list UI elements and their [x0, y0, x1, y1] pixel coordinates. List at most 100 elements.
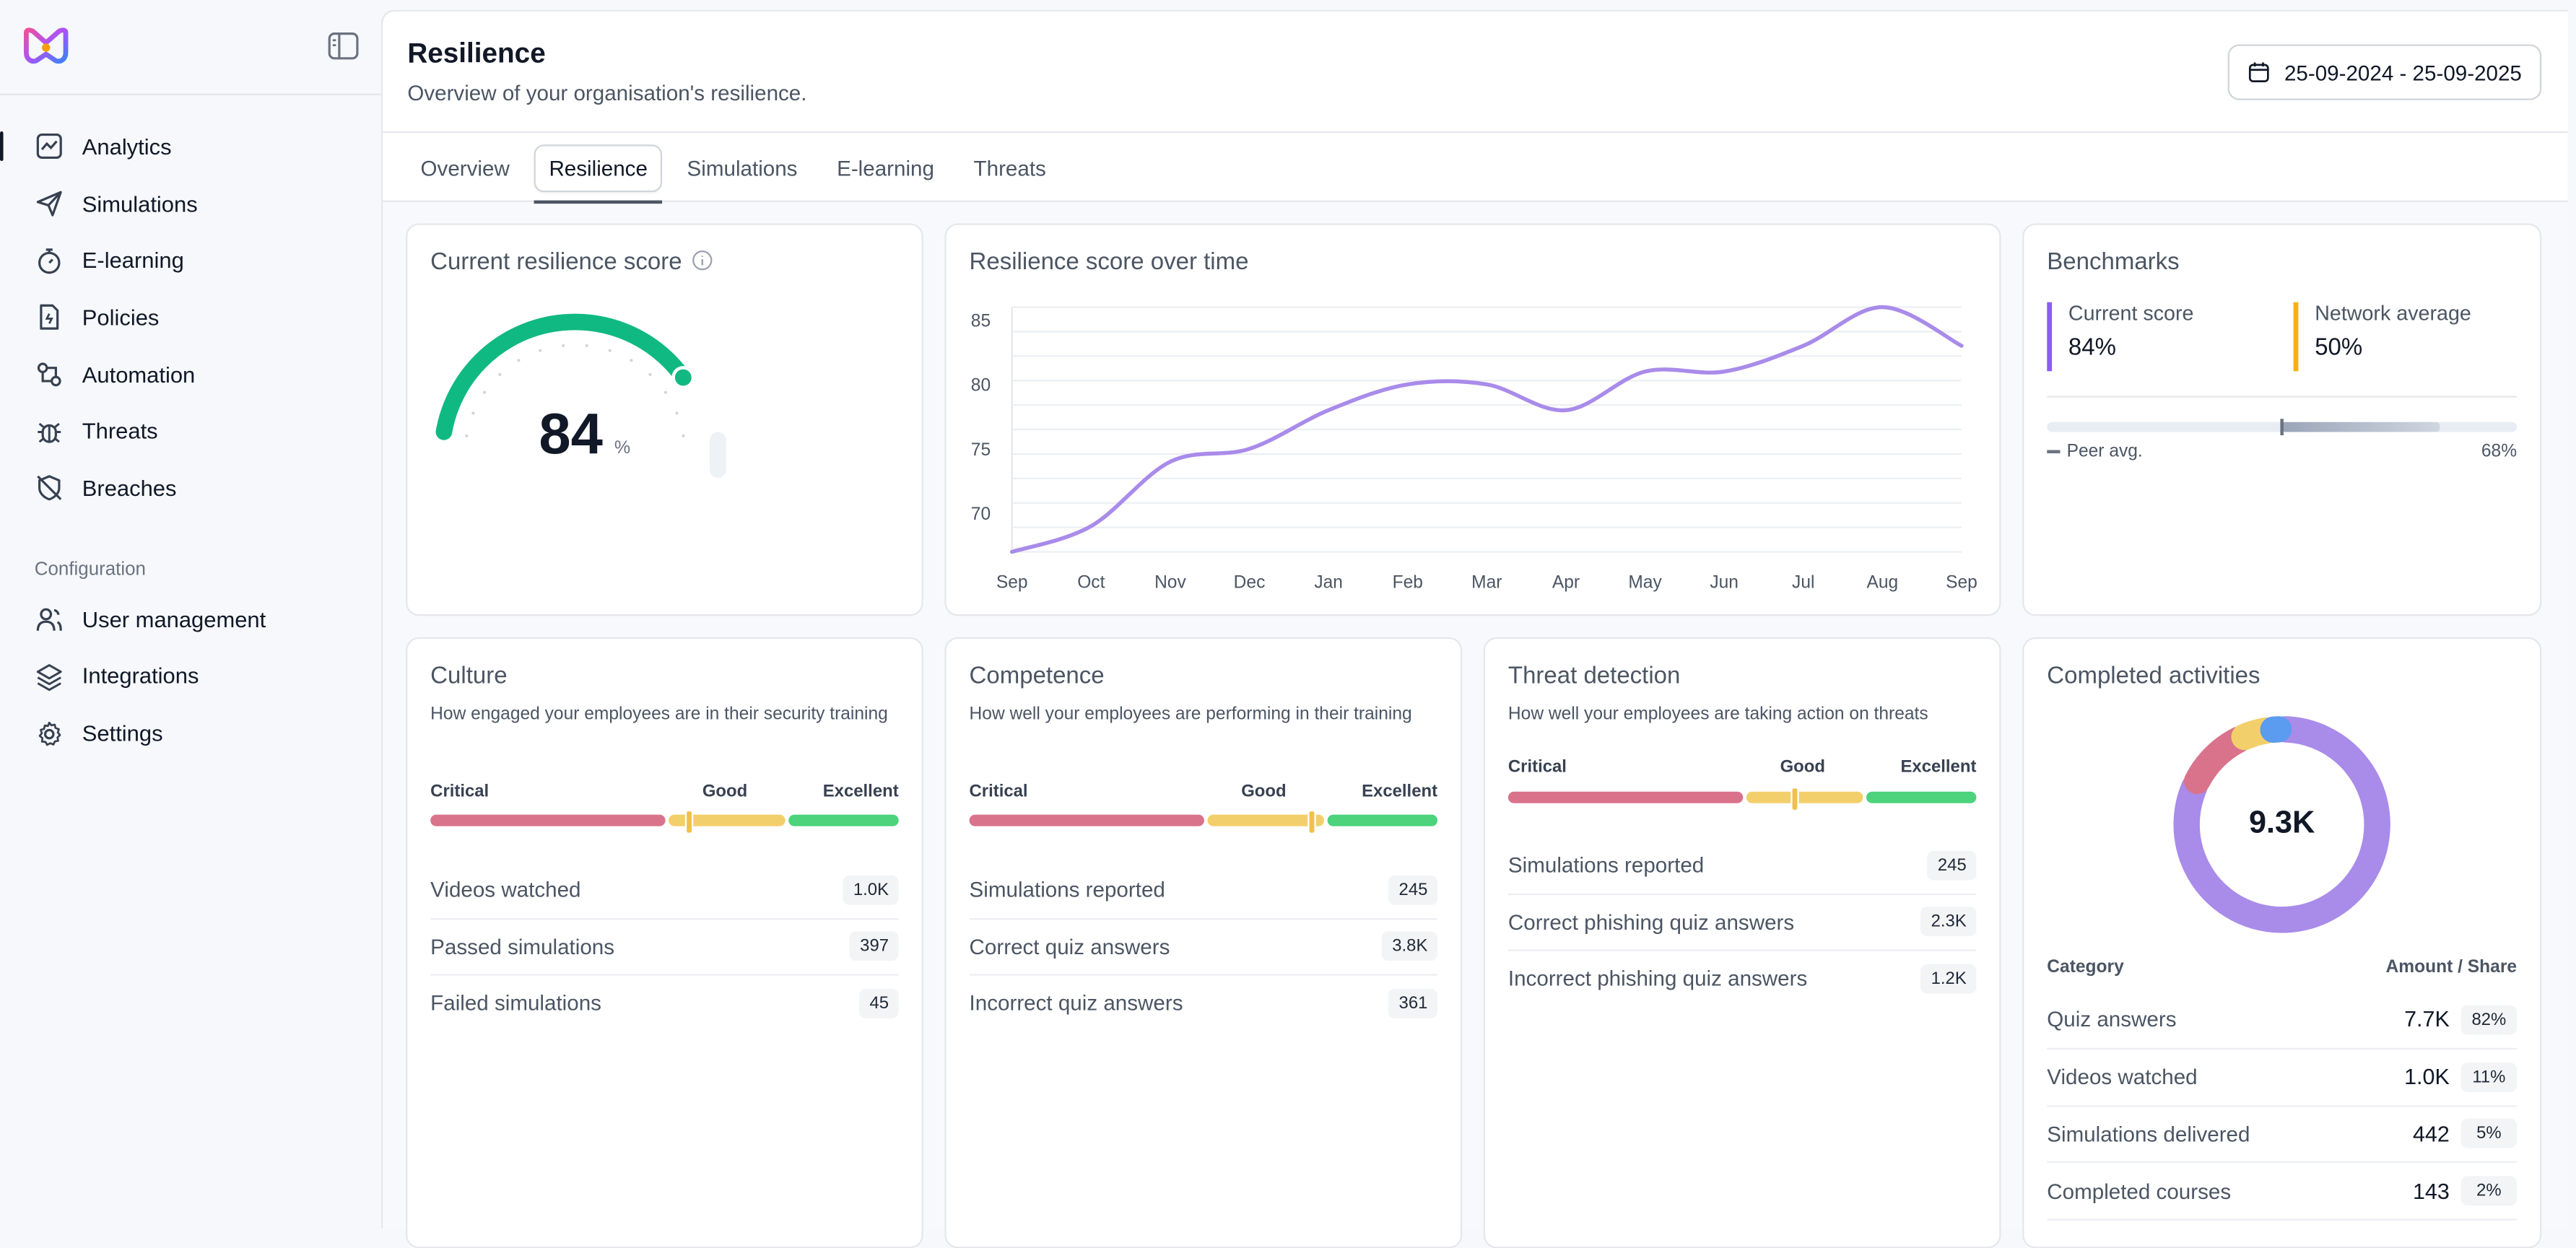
metric-label: Simulations reported [1508, 853, 1704, 878]
x-tick-label: Jun [1710, 573, 1739, 593]
page-header: Resilience Overview of your organisation… [383, 12, 2567, 133]
y-tick-label: 85 [971, 311, 991, 331]
competence-description: How well your employees are performing i… [970, 703, 1438, 727]
nav-e-learning[interactable]: E-learning [0, 232, 381, 289]
scale-excellent-segment [1327, 815, 1437, 826]
tab-threats[interactable]: Threats [959, 144, 1061, 192]
sidebar-nav: Analytics Simulations E-learning Policie… [0, 118, 381, 762]
sidebar-divider [0, 94, 381, 95]
tab-overview[interactable]: Overview [406, 144, 524, 192]
layers-icon [35, 662, 64, 691]
nav-threats[interactable]: Threats [0, 403, 381, 460]
scale-critical-segment [970, 815, 1204, 826]
nav-simulations[interactable]: Simulations [0, 175, 381, 232]
nav-settings[interactable]: Settings [0, 705, 381, 762]
tab-e-learning[interactable]: E-learning [822, 144, 949, 192]
x-tick-label: Jul [1792, 573, 1814, 593]
peer-legend: Peer avg. [2047, 442, 2142, 461]
nav-automation[interactable]: Automation [0, 346, 381, 403]
main-content: Resilience Overview of your organisation… [381, 10, 2568, 1229]
nav-breaches[interactable]: Breaches [0, 460, 381, 517]
activity-name: Simulations delivered [2047, 1122, 2413, 1146]
scale-good-segment [1746, 792, 1863, 803]
x-tick-label: Jan [1314, 573, 1343, 593]
competence-scale-labels: Critical Good Excellent [970, 782, 1438, 801]
current-score-value: 84% [2068, 335, 2194, 361]
nav-label: Breaches [82, 476, 177, 501]
column-category: Category [2047, 958, 2124, 977]
score-card: Current resilience score 84 % [406, 223, 923, 616]
metric-label: Simulations reported [970, 878, 1165, 902]
culture-scale-bar [430, 815, 899, 826]
date-range-picker[interactable]: 25-09-2024 - 25-09-2025 [2229, 44, 2542, 100]
scale-critical-segment [430, 815, 664, 826]
nav-user-management[interactable]: User management [0, 591, 381, 648]
nav-analytics[interactable]: Analytics [0, 118, 381, 175]
threat-description: How well your employees are taking actio… [1508, 703, 1977, 727]
metric-value-badge: 2.3K [1921, 907, 1976, 937]
metric-value-badge: 245 [1928, 850, 1976, 880]
peer-label: Peer avg. [2067, 442, 2143, 461]
gauge-tick [471, 411, 474, 414]
gauge-tick [586, 344, 588, 347]
users-icon [35, 605, 64, 634]
nav-integrations[interactable]: Integrations [0, 648, 381, 705]
competence-scale-bar [970, 815, 1438, 826]
stopwatch-icon [35, 246, 64, 276]
nav-label: Analytics [82, 134, 172, 159]
threat-scale-bar [1508, 792, 1977, 803]
competence-card: Competence How well your employees are p… [944, 637, 1462, 1248]
network-average-block: Network average 50% [2294, 302, 2471, 372]
activity-amount: 1.0K [2404, 1065, 2450, 1089]
competence-title: Competence [970, 663, 1105, 689]
completed-activities-card: Completed activities 9.3K Category Amoun… [2022, 637, 2541, 1248]
gauge-tick [664, 391, 667, 394]
scale-critical-label: Critical [430, 782, 489, 801]
scale-good-label: Good [702, 782, 747, 801]
brand-logo-icon[interactable] [22, 26, 71, 66]
scale-good-label: Good [1780, 757, 1825, 777]
scale-critical-label: Critical [1508, 757, 1567, 777]
scale-excellent-label: Excellent [1900, 757, 1976, 777]
x-tick-label: Sep [1946, 573, 1977, 593]
paper-plane-icon [35, 189, 64, 219]
activity-name: Quiz answers [2047, 1008, 2404, 1032]
nav-label: User management [82, 607, 266, 632]
nav-policies[interactable]: Policies [0, 289, 381, 346]
tab-simulations[interactable]: Simulations [672, 144, 812, 192]
sidebar-toggle-icon[interactable] [327, 31, 360, 61]
x-tick-label: Nov [1154, 573, 1186, 593]
calendar-icon [2248, 61, 2271, 84]
nav-label: Simulations [82, 191, 198, 216]
threat-metrics: Simulations reported 245 Correct phishing… [1508, 838, 1977, 1006]
metric-value-badge: 361 [1389, 988, 1437, 1018]
gauge-tick [682, 435, 685, 437]
file-icon [35, 303, 64, 333]
nav-label: Integrations [82, 664, 199, 689]
date-range-label: 25-09-2024 - 25-09-2025 [2284, 60, 2522, 84]
peer-value: 68% [2481, 442, 2517, 461]
x-tick-label: May [1628, 573, 1662, 593]
scale-excellent-label: Excellent [823, 782, 899, 801]
scale-excellent-segment [788, 815, 899, 826]
activities-title: Completed activities [2047, 663, 2260, 689]
info-icon[interactable] [692, 250, 713, 271]
tab-resilience[interactable]: Resilience [534, 144, 662, 192]
metric-value-badge: 3.8K [1383, 932, 1437, 961]
culture-card: Culture How engaged your employees are i… [406, 637, 923, 1248]
bug-icon [35, 416, 64, 446]
competence-score-marker [1307, 810, 1315, 834]
x-tick-label: Apr [1552, 573, 1580, 593]
activity-amount: 143 [2413, 1179, 2450, 1203]
threat-score-marker [1790, 787, 1798, 811]
peer-comparison-bar [2047, 422, 2517, 432]
nav-label: Automation [82, 362, 195, 387]
gauge-tick [465, 435, 468, 437]
